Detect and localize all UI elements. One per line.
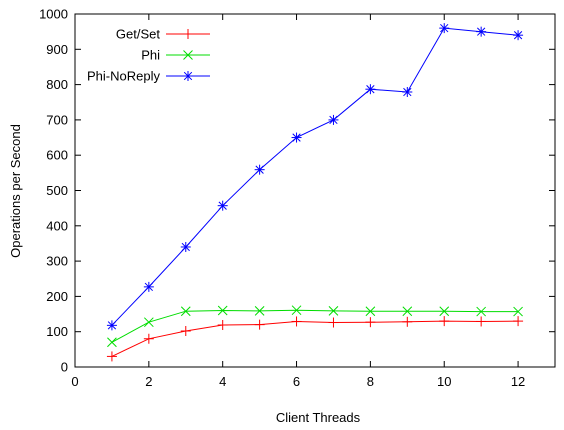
- data-point: [180, 325, 191, 336]
- marker-stroke: [218, 201, 227, 210]
- data-point: [291, 132, 302, 143]
- x-tick-label: 8: [367, 374, 374, 389]
- data-point: [107, 337, 117, 348]
- x-tick-label: 6: [293, 374, 300, 389]
- marker-stroke: [180, 306, 191, 317]
- y-tick-label: 600: [46, 148, 68, 163]
- x-axis-label: Client Threads: [276, 410, 361, 425]
- series-line-1: [111, 320, 519, 357]
- marker-stroke: [328, 306, 339, 316]
- legend-marker: [183, 71, 193, 81]
- data-point: [143, 317, 154, 328]
- series-line-3: [111, 27, 519, 326]
- marker-stroke: [217, 305, 228, 316]
- data-point: [402, 316, 413, 327]
- data-point: [143, 333, 154, 344]
- data-point: [476, 306, 487, 317]
- data-point: [439, 23, 450, 34]
- marker-stroke: [440, 23, 449, 33]
- data-point: [254, 164, 265, 175]
- data-point: [217, 305, 228, 316]
- marker-stroke: [292, 133, 301, 142]
- marker-stroke: [143, 317, 154, 328]
- marker-stroke: [403, 87, 412, 97]
- y-tick-label: 100: [46, 324, 68, 339]
- data-point: [106, 320, 117, 331]
- y-tick-label: 400: [46, 218, 68, 233]
- data-point: [291, 305, 302, 316]
- marker-stroke: [402, 306, 413, 317]
- x-tick-label: 4: [219, 374, 226, 389]
- x-tick-label: 0: [71, 374, 78, 389]
- marker-stroke: [476, 306, 487, 317]
- legend-marker: [183, 29, 193, 39]
- chart-axes: 0 2 4 6 8 10 12 0 100 200 300 400 500 600 700 800 900 100…: [39, 7, 556, 389]
- marker-stroke: [183, 71, 193, 81]
- y-tick-label: 1000: [39, 7, 68, 22]
- y-tick-label: 900: [46, 42, 68, 57]
- marker-stroke: [477, 27, 486, 36]
- marker-stroke: [439, 306, 450, 317]
- marker-stroke: [365, 306, 376, 317]
- marker-stroke: [144, 282, 153, 292]
- legend: Get/Set Phi Phi-NoReply: [87, 27, 210, 84]
- marker-stroke: [107, 337, 117, 348]
- marker-stroke: [255, 165, 264, 174]
- data-point: [106, 351, 117, 362]
- y-axis-label: Operations per Second: [8, 124, 23, 258]
- data-point: [365, 306, 376, 317]
- data-point: [513, 316, 524, 327]
- marker-stroke: [183, 50, 193, 60]
- data-point: [402, 306, 413, 317]
- data-point: [476, 26, 487, 37]
- data-point: [513, 306, 523, 317]
- data-point: [476, 316, 487, 327]
- marker-stroke: [254, 306, 265, 316]
- y-tick-label: 500: [46, 183, 68, 198]
- legend-marker: [183, 50, 193, 60]
- data-point: [291, 316, 302, 327]
- data-point: [254, 306, 265, 316]
- legend-label: Phi-NoReply: [87, 69, 160, 84]
- data-point: [217, 200, 228, 211]
- marker-stroke: [181, 242, 190, 252]
- data-point: [365, 84, 376, 95]
- data-point: [439, 306, 450, 317]
- data-point: [328, 306, 339, 316]
- legend-label: Get/Set: [116, 27, 160, 42]
- marker-stroke: [329, 115, 338, 125]
- marker-stroke: [513, 31, 523, 40]
- data-point: [143, 281, 154, 292]
- data-point: [439, 316, 450, 327]
- data-point: [328, 114, 339, 125]
- legend-label: Phi: [141, 48, 160, 63]
- y-tick-label: 300: [46, 254, 68, 269]
- data-point: [180, 306, 191, 317]
- y-tick-label: 200: [46, 289, 68, 304]
- marker-stroke: [107, 321, 117, 330]
- marker-stroke: [513, 306, 523, 317]
- x-tick-label: 12: [511, 374, 525, 389]
- x-tick-label: 10: [437, 374, 451, 389]
- marker-stroke: [366, 85, 375, 94]
- y-tick-label: 0: [61, 360, 68, 375]
- data-point: [402, 87, 413, 98]
- plot-area: [106, 23, 524, 362]
- data-point: [180, 241, 191, 252]
- data-point: [365, 317, 376, 328]
- y-tick-label: 700: [46, 112, 68, 127]
- y-tick-label: 800: [46, 77, 68, 92]
- data-point: [254, 319, 265, 330]
- marker-stroke: [291, 305, 302, 316]
- data-point: [217, 319, 228, 330]
- data-point: [513, 30, 524, 41]
- x-tick-label: 2: [145, 374, 152, 389]
- series-line-2: [111, 309, 519, 343]
- data-point: [328, 317, 339, 328]
